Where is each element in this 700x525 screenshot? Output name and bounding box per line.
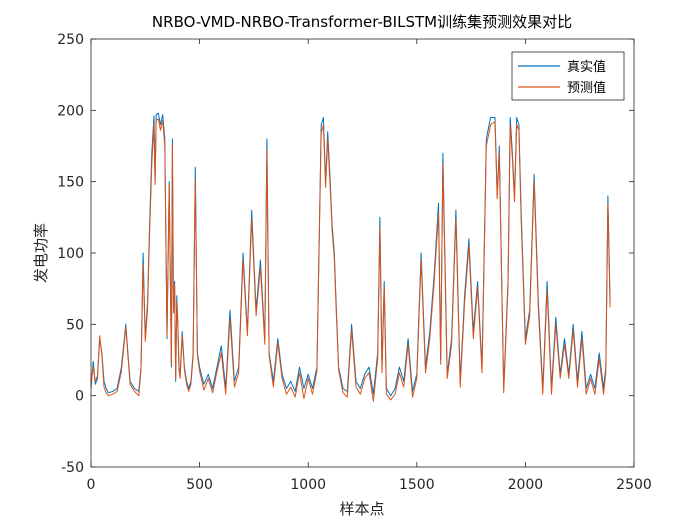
x-tick-label: 500 (186, 477, 213, 493)
x-tick-label: 2500 (616, 477, 652, 493)
y-tick-label: 0 (75, 389, 84, 405)
x-tick-label: 1500 (399, 477, 435, 493)
y-axis-label: 发电功率 (32, 223, 50, 283)
legend-box (511, 51, 625, 101)
x-tick-label: 0 (87, 477, 96, 493)
x-axis-label: 样本点 (339, 500, 384, 518)
legend-label-series-2: 预测值 (567, 80, 606, 96)
y-tick-label: -50 (61, 460, 84, 476)
y-tick-label: 100 (57, 246, 84, 262)
plot-background (91, 39, 634, 467)
y-tick-label: 50 (66, 317, 84, 333)
series-line-2 (90, 118, 611, 402)
legend: 真实值 预测值 (511, 51, 625, 101)
legend-label-series-1: 真实值 (567, 59, 606, 75)
y-tick-label: 250 (57, 32, 84, 48)
y-tick-label: 150 (57, 175, 84, 191)
series-layer (90, 112, 611, 402)
x-tick-label: 2000 (508, 477, 544, 493)
chart-title: NRBO-VMD-NRBO-Transformer-BILSTM训练集预测效果对… (152, 13, 572, 31)
x-tick-label: 1000 (290, 477, 326, 493)
y-tick-label: 200 (57, 103, 84, 119)
